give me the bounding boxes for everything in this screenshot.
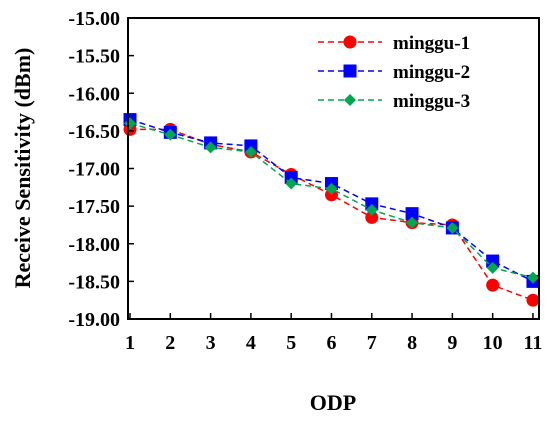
data-point — [123, 122, 137, 136]
data-point — [526, 271, 539, 284]
y-tick-label: -18.00 — [68, 234, 120, 256]
x-tick-label: 1 — [125, 332, 135, 354]
y-tick-label: -16.00 — [68, 83, 120, 105]
axes: -15.00 -15.50 -16.00 -16.50 -17.00 -17.50 -18.… — [68, 8, 542, 354]
y-axis-label: Receive Sensitivity (dBm) — [10, 48, 35, 289]
x-tick-label: 3 — [206, 332, 216, 354]
legend-item: minggu-3 — [318, 91, 470, 112]
legend-marker — [343, 35, 357, 49]
x-tick-label: 7 — [367, 332, 377, 354]
x-tick-label: 2 — [165, 332, 175, 354]
x-tick-label: 5 — [286, 332, 296, 354]
x-tick-label: 8 — [407, 332, 417, 354]
x-tick-label: 4 — [246, 332, 256, 354]
data-point — [324, 188, 338, 202]
x-tick-label: 9 — [447, 332, 457, 354]
x-axis-label: ODP — [310, 390, 356, 415]
plot-frame — [127, 17, 540, 320]
y-tick-label: -18.50 — [68, 271, 120, 293]
x-tick-label: 11 — [524, 332, 543, 354]
data-point — [486, 254, 500, 268]
y-tick-label: -15.50 — [68, 46, 120, 68]
data-point — [325, 182, 338, 195]
legend-label: minggu-2 — [393, 62, 470, 83]
data-point — [486, 278, 500, 292]
data-point — [446, 221, 459, 234]
series-line — [129, 118, 534, 283]
legend-marker — [344, 94, 356, 106]
y-tick-label: -15.00 — [68, 8, 120, 30]
legend-item: minggu-2 — [318, 62, 470, 83]
data-point — [164, 128, 177, 141]
legend-item: minggu-1 — [318, 33, 470, 54]
data-point — [526, 293, 540, 307]
x-tick-label: 10 — [483, 332, 503, 354]
legend-marker — [343, 64, 357, 78]
data-point — [365, 203, 378, 216]
data-point — [285, 177, 298, 190]
data-point — [405, 207, 419, 221]
y-tick-label: -16.50 — [68, 121, 120, 143]
y-tick-label: -19.00 — [68, 309, 120, 331]
x-tick-label: 6 — [326, 332, 336, 354]
data-point — [244, 139, 258, 153]
series-minggu-1 — [123, 122, 540, 307]
data-point — [365, 210, 379, 224]
series-minggu-3 — [124, 117, 539, 284]
legend: minggu-1 minggu-2 minggu-3 — [318, 33, 470, 112]
y-tick-label: -17.00 — [68, 159, 120, 181]
data-point — [365, 197, 379, 211]
y-tick-label: -17.50 — [68, 196, 120, 218]
data-point — [406, 216, 419, 229]
legend-label: minggu-3 — [393, 91, 470, 112]
series-line — [129, 122, 534, 279]
series-line — [130, 128, 534, 301]
plot-area — [123, 113, 540, 307]
data-point — [244, 145, 257, 158]
legend-label: minggu-1 — [393, 33, 470, 54]
data-point — [204, 141, 217, 154]
data-point — [486, 261, 499, 274]
